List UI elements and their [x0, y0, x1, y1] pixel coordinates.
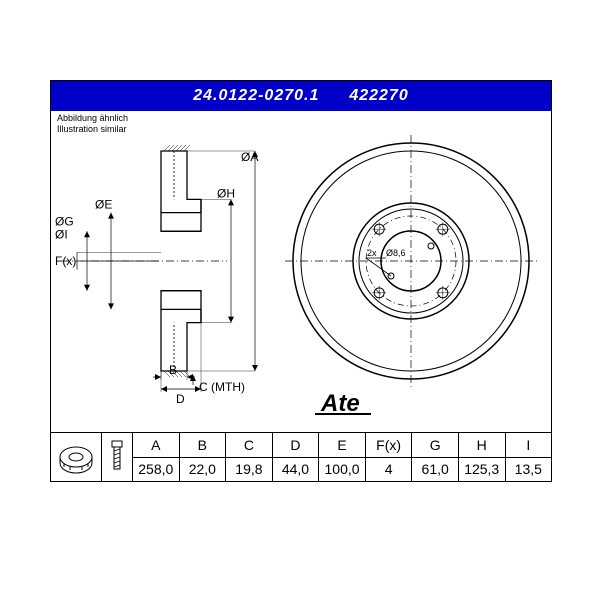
spec-col-G: G61,0	[412, 433, 459, 481]
spec-head: G	[412, 433, 458, 458]
disc-icon-cell	[51, 433, 102, 481]
spec-val: 61,0	[412, 458, 458, 482]
disc-icon	[56, 437, 96, 477]
spec-val: 13,5	[506, 458, 552, 482]
spec-col-I: I13,5	[506, 433, 552, 481]
spec-col-H: H125,3	[459, 433, 506, 481]
part-number-secondary: 422270	[349, 87, 408, 105]
spec-table: A258,0B22,0C19,8D44,0E100,0F(x)4G61,0H12…	[51, 432, 551, 481]
svg-text:2x: 2x	[367, 248, 377, 258]
spec-val: 258,0	[133, 458, 179, 482]
spec-val: 125,3	[459, 458, 505, 482]
svg-text:ØG: ØG	[55, 214, 74, 228]
diagram-area: 2xØ8,6AteØIØGØEØHØAF(x)DBC (MTH)	[51, 131, 551, 431]
spec-col-C: C19,8	[226, 433, 273, 481]
spec-head: H	[459, 433, 505, 458]
title-bar: 24.0122-0270.1 422270	[51, 81, 551, 111]
screw-icon-cell	[102, 433, 133, 481]
spec-col-A: A258,0	[133, 433, 180, 481]
svg-text:B: B	[169, 363, 177, 377]
spec-head: I	[506, 433, 552, 458]
part-number-primary: 24.0122-0270.1	[193, 87, 319, 105]
svg-text:Ø8,6: Ø8,6	[386, 248, 406, 258]
spec-col-D: D44,0	[273, 433, 320, 481]
spec-val: 19,8	[226, 458, 272, 482]
spec-val: 44,0	[273, 458, 319, 482]
spec-col-F(x): F(x)4	[366, 433, 413, 481]
svg-text:Ate: Ate	[320, 390, 360, 417]
spec-col-E: E100,0	[319, 433, 366, 481]
svg-text:ØE: ØE	[95, 198, 112, 212]
screw-icon	[107, 437, 127, 477]
svg-text:ØH: ØH	[217, 186, 235, 200]
svg-text:F(x): F(x)	[55, 254, 76, 268]
spec-head: D	[273, 433, 319, 458]
spec-head: E	[319, 433, 365, 458]
page: 24.0122-0270.1 422270 Abbildung ähnlich …	[0, 0, 600, 600]
svg-text:C (MTH): C (MTH)	[199, 380, 245, 394]
technical-drawing: 2xØ8,6AteØIØGØEØHØAF(x)DBC (MTH)	[51, 131, 551, 431]
subtitle-line1: Abbildung ähnlich	[57, 113, 128, 124]
spec-val: 100,0	[319, 458, 365, 482]
spec-col-B: B22,0	[180, 433, 227, 481]
spec-head: C	[226, 433, 272, 458]
spec-head: F(x)	[366, 433, 412, 458]
svg-text:D: D	[176, 392, 185, 406]
svg-text:ØI: ØI	[55, 227, 68, 241]
spec-val: 4	[366, 458, 412, 482]
spec-val: 22,0	[180, 458, 226, 482]
spec-head: A	[133, 433, 179, 458]
spec-head: B	[180, 433, 226, 458]
drawing-frame: 24.0122-0270.1 422270 Abbildung ähnlich …	[50, 80, 552, 482]
